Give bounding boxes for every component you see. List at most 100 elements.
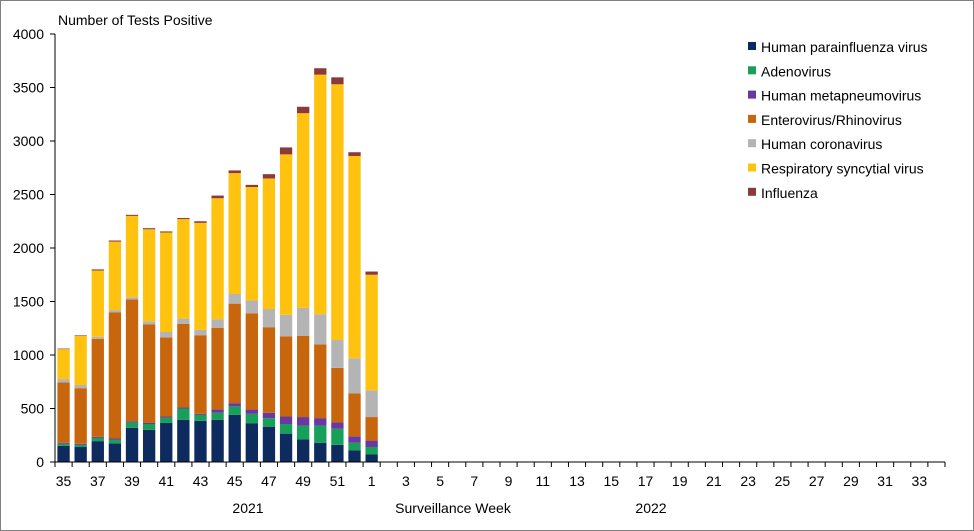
x-tick-label: 1 (368, 473, 376, 489)
legend-label: Enterovirus/Rhinovirus (761, 112, 902, 128)
bar-segment (74, 384, 87, 389)
bar-segment (74, 388, 87, 444)
bar-segment (228, 173, 241, 295)
bar-segment (177, 218, 190, 220)
bar-segment (314, 442, 327, 462)
legend-label: Human parainfluenza virus (761, 39, 928, 55)
bar-segment (108, 310, 122, 313)
y-tick-label: 500 (21, 401, 45, 417)
bars-group (57, 68, 378, 462)
bar-segment (91, 338, 104, 437)
y-tick-label: 0 (36, 454, 44, 470)
bar-segment (142, 422, 156, 425)
bar-segment (297, 307, 310, 336)
y-tick-label: 2500 (13, 187, 44, 203)
bar-segment (297, 439, 310, 462)
bar-segment (262, 178, 276, 309)
bar-segment (91, 336, 104, 339)
bar-segment (194, 222, 207, 330)
x-tick-label: 29 (843, 473, 859, 489)
bar-segment (348, 450, 361, 462)
bar-segment (228, 170, 241, 174)
bar-segment (142, 324, 156, 423)
bar-segment (262, 308, 276, 328)
x-tick-label: 25 (775, 473, 791, 489)
bar-segment (331, 444, 344, 462)
bar-segment (74, 335, 87, 385)
x-tick-label: 37 (90, 473, 106, 489)
bar-segment (314, 418, 327, 426)
bar-segment (365, 417, 378, 441)
bar-segment (297, 106, 310, 114)
bar-segment (262, 174, 276, 179)
bar-segment (142, 429, 156, 462)
bar-segment (297, 417, 310, 426)
bar-segment (314, 344, 327, 419)
x-tick-label: 21 (706, 473, 722, 489)
bar-segment (365, 454, 378, 462)
bar-segment (74, 444, 87, 448)
bar-segment (262, 327, 276, 413)
bar-segment (245, 184, 258, 188)
bar-segment (160, 416, 173, 418)
bar-segment (194, 335, 207, 414)
bar-segment (211, 198, 224, 320)
bar-segment (262, 426, 276, 462)
bar-segment (177, 219, 190, 319)
legend-label: Adenovirus (761, 63, 831, 79)
bar-segment (211, 327, 224, 410)
legend: Human parainfluenza virus Adenovirus Human… (748, 39, 928, 201)
bar-segment (314, 314, 327, 345)
x-tick-label: 19 (672, 473, 688, 489)
bar-segment (279, 433, 293, 462)
legend-swatch (748, 139, 756, 148)
bar-segment (91, 437, 104, 442)
x-tick-label: 11 (536, 473, 551, 489)
bar-segment (160, 232, 173, 332)
bar-segment (348, 436, 361, 443)
x-tick-label: 7 (470, 473, 478, 489)
x-tick-label: 51 (330, 473, 346, 489)
y-tick-label: 1500 (13, 294, 44, 310)
bar-segment (177, 318, 190, 324)
bar-segment (245, 423, 258, 462)
bar-segment (125, 297, 139, 300)
bar-segment (331, 77, 344, 85)
bar-segment (177, 408, 190, 420)
legend-swatch (748, 163, 756, 172)
bar-segment (125, 214, 139, 216)
bar-segment (91, 269, 104, 271)
bar-segment (177, 407, 190, 409)
bar-segment (228, 403, 241, 407)
bar-segment (314, 425, 327, 443)
y-tick-label: 2000 (13, 240, 44, 256)
bar-segment (108, 312, 122, 439)
bar-segment (125, 299, 139, 422)
bar-segment (177, 419, 190, 462)
bar-segment (160, 231, 173, 233)
y-tick-label: 3000 (13, 133, 44, 149)
bar-segment (57, 349, 70, 380)
bar-segment (194, 420, 207, 462)
bar-segment (331, 84, 344, 341)
y-tick-label: 1000 (13, 347, 44, 363)
bar-segment (279, 154, 293, 315)
bar-segment (279, 416, 293, 425)
bar-segment (228, 303, 241, 404)
bar-segment (57, 382, 70, 443)
x-tick-label: 41 (158, 473, 174, 489)
bar-segment (194, 221, 207, 223)
bar-segment (228, 406, 241, 415)
bar-segment (142, 229, 156, 322)
bar-segment (142, 424, 156, 430)
bar-segment (365, 274, 378, 391)
bar-segment (331, 367, 344, 423)
bar-segment (297, 335, 310, 418)
bar-segment (194, 329, 207, 336)
bar-segment (262, 418, 276, 427)
x-tick-label: 5 (436, 473, 444, 489)
legend-swatch (748, 42, 756, 50)
bar-segment (91, 441, 104, 462)
bar-segment (228, 294, 241, 304)
bar-segment (245, 409, 258, 414)
